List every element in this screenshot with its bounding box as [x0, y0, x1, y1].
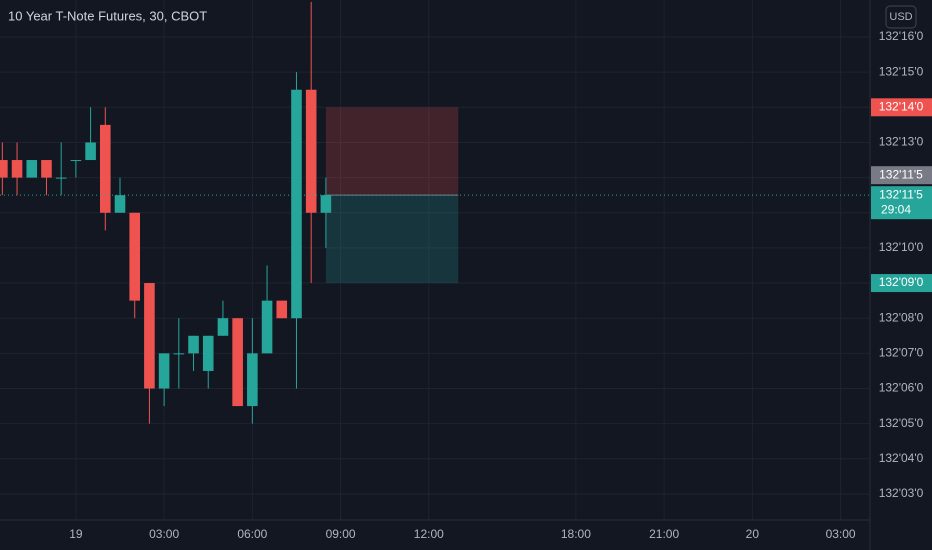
- target-zone: [325, 195, 459, 284]
- x-tick-label: 09:00: [326, 527, 356, 541]
- candle-body: [144, 283, 155, 389]
- candle-body: [55, 177, 67, 179]
- candle-body: [26, 160, 38, 178]
- candle-body: [0, 160, 8, 178]
- candle-body: [173, 353, 185, 355]
- y-tick-label: 132'10'0: [879, 240, 924, 254]
- candle-body: [11, 160, 23, 178]
- candle-body: [202, 335, 214, 371]
- x-tick-label: 03:00: [149, 527, 179, 541]
- y-tick-label: 132'16'0: [879, 29, 924, 43]
- chart-title: 10 Year T-Note Futures, 30, CBOT: [8, 8, 207, 23]
- y-tick-label: 132'15'0: [879, 64, 924, 78]
- candle-body: [291, 89, 302, 319]
- x-tick-label: 20: [746, 527, 760, 541]
- y-tick-label: 132'08'0: [879, 310, 924, 324]
- last-price-tag: [871, 186, 932, 220]
- last-price-countdown: 29:04: [881, 202, 911, 216]
- x-tick-label: 19: [69, 527, 83, 541]
- candle-body: [320, 195, 332, 213]
- currency-label[interactable]: USD: [889, 11, 912, 23]
- y-tick-label: 132'04'0: [879, 451, 924, 465]
- candle-body: [85, 142, 96, 161]
- candle-body: [276, 300, 288, 319]
- y-tick-label: 132'13'0: [879, 135, 924, 149]
- x-tick-label: 03:00: [826, 527, 856, 541]
- candle-body: [100, 124, 111, 213]
- entry-tag: [871, 166, 932, 185]
- x-tick-label: 18:00: [561, 527, 591, 541]
- candle-body: [158, 353, 170, 389]
- candle-body: [114, 195, 126, 213]
- x-tick-label: 21:00: [649, 527, 679, 541]
- stop-label: 132'14'0: [879, 99, 924, 113]
- y-tick-label: 132'03'0: [879, 486, 924, 500]
- x-tick-label: 06:00: [237, 527, 267, 541]
- y-tick-label: 132'07'0: [879, 346, 924, 360]
- stop-tag: [871, 98, 932, 117]
- candle-body: [41, 160, 52, 178]
- stop-zone: [325, 107, 459, 196]
- candle-body: [305, 89, 317, 213]
- target-tag: [871, 274, 932, 293]
- candle-body: [70, 160, 82, 162]
- x-tick-label: 12:00: [414, 527, 444, 541]
- candle-body: [217, 318, 229, 336]
- candle-body: [188, 335, 199, 354]
- currency-button[interactable]: [885, 5, 917, 29]
- y-tick-label: 132'05'0: [879, 416, 924, 430]
- candle-body: [261, 300, 273, 354]
- last-price-label: 132'11'5: [879, 187, 923, 201]
- y-tick-label: 132'06'0: [879, 381, 924, 395]
- entry-label: 132'11'5: [879, 167, 923, 181]
- target-label: 132'09'0: [879, 275, 924, 289]
- candle-body: [232, 318, 243, 407]
- candle-body: [247, 353, 258, 407]
- candle-body: [129, 212, 140, 301]
